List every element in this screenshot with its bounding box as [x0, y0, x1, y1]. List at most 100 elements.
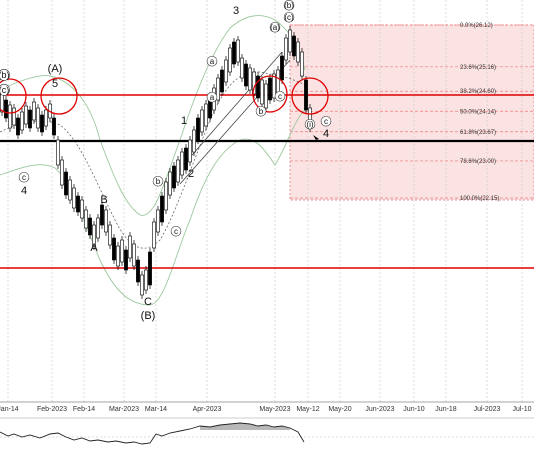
candle-body — [96, 217, 100, 239]
highlight-circle-3 — [252, 75, 288, 113]
candle-body — [4, 99, 8, 119]
candle-body — [248, 67, 252, 91]
x-tick-label: May-12 — [296, 406, 319, 413]
wave-label: c — [324, 117, 328, 126]
wave-label-circle — [304, 118, 316, 130]
candle-body — [36, 107, 40, 129]
wave-label: a — [210, 93, 215, 102]
fibonacci-zone — [289, 24, 534, 201]
x-tick-label: Jan-14 — [0, 406, 19, 413]
candle-body — [72, 187, 76, 209]
candle-body — [12, 107, 16, 126]
candle-body — [232, 41, 236, 65]
x-tick-label: Mar-2023 — [109, 406, 139, 413]
wave-label: (i) — [306, 120, 313, 129]
x-tick-label: Jul-10 — [512, 406, 531, 413]
wave-label: (B) — [141, 310, 156, 322]
candle-body — [188, 139, 192, 163]
candle-body — [120, 239, 124, 263]
candle-body — [112, 237, 116, 261]
candle-body — [88, 217, 92, 236]
candle-body — [140, 274, 144, 296]
candle-body — [172, 165, 176, 189]
x-tick-label: May-20 — [328, 406, 351, 413]
candle-body — [124, 249, 128, 271]
wave-label-circle — [170, 225, 182, 237]
wave-label: 4 — [21, 185, 27, 197]
wave-label: A — [90, 242, 98, 254]
wave-label: a — [210, 57, 215, 66]
x-tick-label: Jul-2023 — [474, 406, 501, 413]
candle-body — [300, 51, 304, 77]
candle-body — [196, 117, 200, 141]
wave-labels: (b) (c) (A) 5 4 c A B C (B) 1 2 3 (a) (b) (c) a b c a b c (i) 4… — [0, 0, 332, 322]
wave-label-circle — [152, 175, 164, 187]
x-tick-label: Jun-2023 — [365, 406, 394, 413]
candle-body — [268, 77, 272, 101]
wave-label: (b) — [0, 70, 10, 80]
vertical-grid — [7, 0, 523, 402]
candle-body — [240, 57, 244, 79]
candle-body — [180, 151, 184, 176]
wave-label-circle — [18, 171, 30, 183]
x-tick-label: Feb-14 — [73, 406, 95, 413]
wave-label: (A) — [48, 63, 63, 75]
candle-body — [84, 209, 88, 229]
x-tick-label: Mar-14 — [145, 406, 167, 413]
wave-label: c — [22, 173, 26, 182]
candle-body — [20, 111, 24, 131]
wave-label: B — [100, 194, 107, 206]
candle-body — [280, 55, 284, 81]
wave-label: (a) — [270, 23, 280, 32]
candle-body — [260, 79, 264, 105]
candle-body — [132, 243, 136, 267]
wave-label: 3 — [233, 5, 239, 17]
candle-body — [244, 63, 248, 87]
candle-body — [108, 224, 112, 246]
candle-body — [8, 104, 12, 129]
x-tick-label: Jun-10 — [403, 406, 425, 413]
candle-body — [288, 29, 292, 53]
wave-label: (c) — [284, 13, 294, 22]
wave-label-circle — [0, 83, 10, 96]
x-axis-ticks: Jan-14 Feb-2023 Feb-14 Mar-2023 Mar-14 Apr-20… — [0, 406, 532, 413]
x-tick-label: Jun-18 — [435, 406, 457, 413]
wave-label: (c) — [0, 85, 9, 95]
candle-body — [40, 114, 44, 133]
candle-body — [284, 37, 288, 61]
wave-label-circle — [320, 115, 332, 127]
candle-body — [164, 181, 168, 211]
fib-level-label: 61.8%(23.67) — [460, 130, 496, 136]
candle-body — [204, 103, 208, 127]
wave-label: c — [174, 227, 178, 236]
candle-body — [16, 117, 20, 136]
candle-body — [192, 129, 196, 153]
candle-body — [168, 171, 172, 196]
candle-body — [236, 39, 240, 63]
candle-body — [44, 109, 48, 127]
candle-body — [24, 105, 28, 125]
candle-body — [156, 209, 160, 233]
candle-body — [296, 41, 300, 63]
candle-body — [68, 179, 72, 201]
wave-label-circle — [206, 55, 218, 67]
wave-label: b — [156, 177, 161, 186]
candle-body — [32, 101, 36, 121]
candle-body — [60, 159, 64, 186]
candle-body — [292, 35, 296, 57]
fib-level-label: 38.2%(24.60) — [460, 89, 496, 95]
candle-body — [224, 59, 228, 83]
candle-body — [200, 109, 204, 133]
wave-label: (b) — [284, 1, 294, 10]
wave-label-circle — [206, 91, 218, 103]
candles — [0, 26, 312, 299]
candle-body — [52, 117, 56, 136]
highlight-circle-4 — [291, 77, 329, 115]
wave-label-circle — [255, 105, 267, 117]
candle-body — [56, 139, 60, 166]
fib-level-label: 100.0%(22.15) — [460, 196, 499, 202]
candle-body — [116, 245, 120, 267]
wave-label: C — [144, 296, 152, 308]
